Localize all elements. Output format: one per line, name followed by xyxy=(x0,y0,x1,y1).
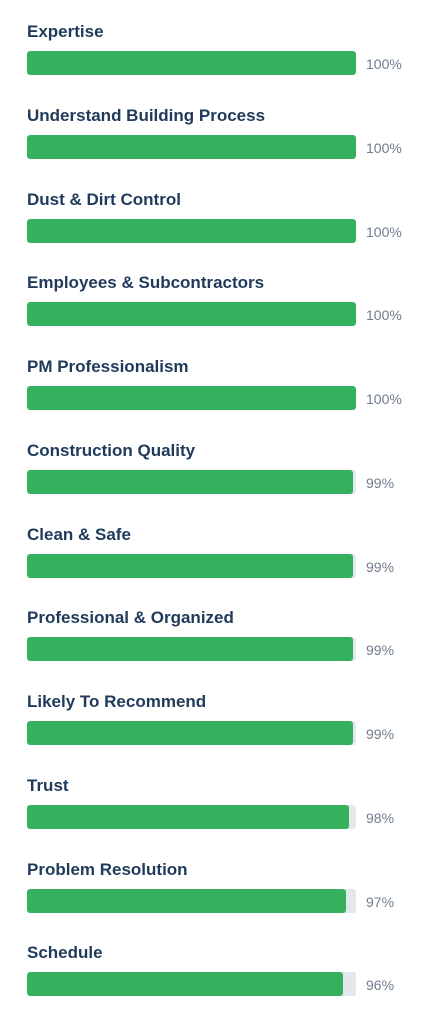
rating-label: Construction Quality xyxy=(27,441,196,460)
rating-bar-fill xyxy=(27,470,353,494)
rating-label: Problem Resolution xyxy=(27,860,188,879)
rating-bar-fill xyxy=(27,51,356,75)
rating-percent: 100% xyxy=(366,224,402,240)
rating-bar-track xyxy=(27,972,356,996)
rating-bar-track xyxy=(27,805,356,829)
rating-item-understand-building-process: Understand Building Process 100% xyxy=(27,105,427,177)
rating-label: Dust & Dirt Control xyxy=(27,190,181,209)
rating-percent: 100% xyxy=(366,391,402,407)
rating-bar-track xyxy=(27,302,356,326)
rating-bar-fill xyxy=(27,554,353,578)
rating-bar-track xyxy=(27,554,356,578)
rating-item-pm-professionalism: PM Professionalism 100% xyxy=(27,356,427,428)
rating-percent: 98% xyxy=(366,810,395,826)
rating-item-problem-resolution: Problem Resolution 97% xyxy=(27,859,427,931)
rating-percent: 99% xyxy=(366,726,395,742)
rating-percent: 99% xyxy=(366,642,395,658)
rating-percent: 97% xyxy=(366,894,395,910)
rating-bar-fill xyxy=(27,637,353,661)
rating-bar-track xyxy=(27,51,356,75)
rating-bar-track xyxy=(27,637,356,661)
rating-item-expertise: Expertise 100% xyxy=(27,21,427,93)
rating-bar-track xyxy=(27,721,356,745)
rating-bar-fill xyxy=(27,721,353,745)
rating-item-clean-safe: Clean & Safe 99% xyxy=(27,524,427,596)
rating-percent: 99% xyxy=(366,475,395,491)
rating-percent: 96% xyxy=(366,977,395,993)
rating-item-trust: Trust 98% xyxy=(27,775,427,847)
rating-percent: 100% xyxy=(366,56,402,72)
rating-item-construction-quality: Construction Quality 99% xyxy=(27,440,427,512)
rating-percent: 100% xyxy=(366,140,402,156)
rating-item-dust-dirt-control: Dust & Dirt Control 100% xyxy=(27,189,427,261)
rating-label: Likely To Recommend xyxy=(27,692,207,711)
rating-bar-track xyxy=(27,219,356,243)
rating-label: Schedule xyxy=(27,943,103,962)
rating-bar-fill xyxy=(27,972,343,996)
rating-bar-track xyxy=(27,470,356,494)
rating-label: Professional & Organized xyxy=(27,608,234,627)
rating-percent: 100% xyxy=(366,307,402,323)
rating-bar-fill xyxy=(27,302,356,326)
rating-bar-fill xyxy=(27,135,356,159)
rating-bar-fill xyxy=(27,219,356,243)
rating-item-likely-to-recommend: Likely To Recommend 99% xyxy=(27,691,427,763)
rating-label: Employees & Subcontractors xyxy=(27,273,265,292)
rating-label: Understand Building Process xyxy=(27,106,266,125)
rating-bar-fill xyxy=(27,805,350,829)
rating-item-schedule: Schedule 96% xyxy=(27,942,427,1014)
rating-bar-fill xyxy=(27,889,347,913)
rating-bar-track xyxy=(27,889,356,913)
rating-label: PM Professionalism xyxy=(27,357,189,376)
rating-label: Trust xyxy=(27,776,69,795)
rating-bar-fill xyxy=(27,386,356,410)
rating-item-employees-subcontractors: Employees & Subcontractors 100% xyxy=(27,272,427,344)
rating-item-professional-organized: Professional & Organized 99% xyxy=(27,607,427,679)
rating-bar-track xyxy=(27,386,356,410)
rating-bar-track xyxy=(27,135,356,159)
rating-label: Expertise xyxy=(27,22,104,41)
rating-percent: 99% xyxy=(366,559,395,575)
rating-label: Clean & Safe xyxy=(27,525,131,544)
